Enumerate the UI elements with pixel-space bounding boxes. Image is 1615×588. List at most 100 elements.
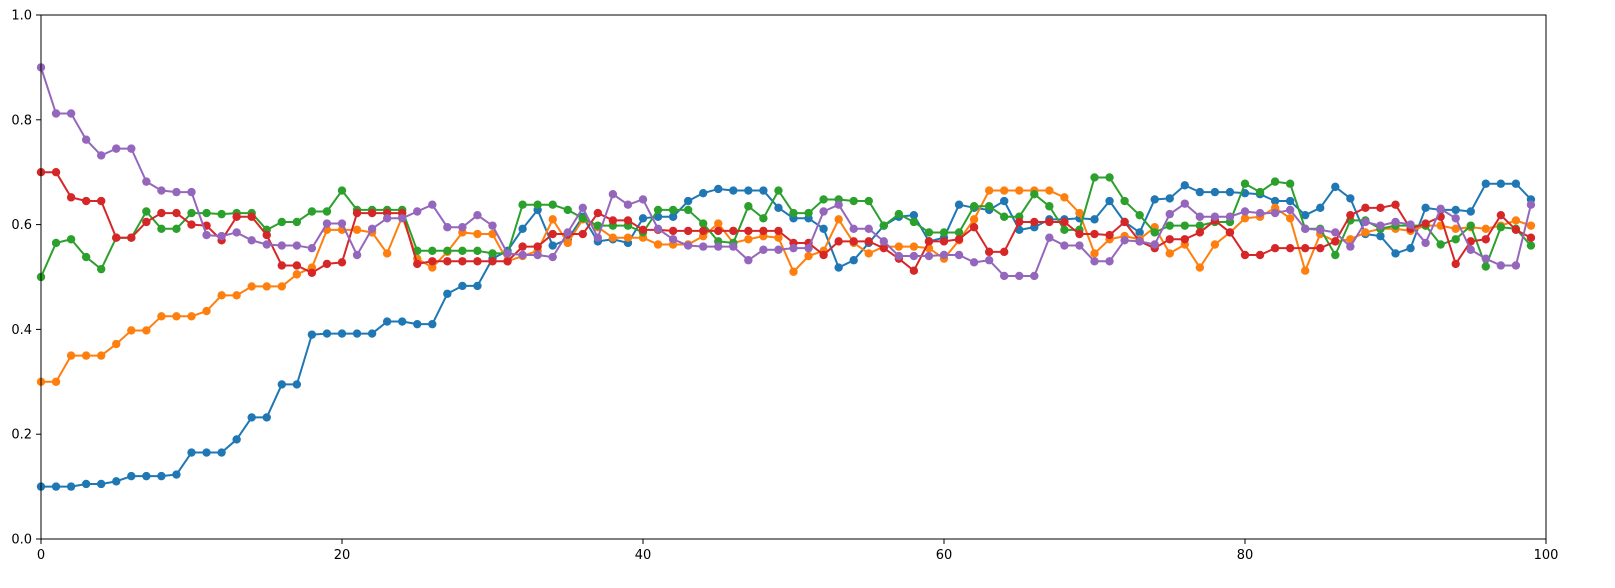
data-point bbox=[1511, 216, 1521, 225]
x-tick-label: 60 bbox=[936, 548, 953, 563]
data-point bbox=[1030, 217, 1039, 227]
data-point bbox=[1436, 204, 1445, 214]
data-point bbox=[548, 215, 557, 224]
data-point bbox=[563, 238, 572, 248]
data-point bbox=[1030, 190, 1039, 199]
data-point bbox=[1195, 228, 1205, 237]
y-tick-label: 1.0 bbox=[11, 9, 32, 24]
y-tick-label: 0.8 bbox=[11, 113, 32, 128]
data-point bbox=[112, 144, 121, 153]
data-point bbox=[683, 226, 693, 236]
data-point bbox=[292, 217, 302, 227]
x-tick-label: 0 bbox=[37, 548, 45, 563]
data-point bbox=[834, 200, 843, 209]
data-point bbox=[1361, 217, 1370, 227]
data-point bbox=[1526, 241, 1536, 250]
data-point bbox=[774, 245, 783, 254]
data-point bbox=[51, 482, 61, 491]
data-point bbox=[458, 246, 467, 255]
data-point bbox=[699, 226, 708, 236]
data-point bbox=[1331, 237, 1340, 246]
data-point bbox=[563, 228, 572, 237]
data-point bbox=[112, 233, 121, 242]
data-point bbox=[714, 226, 723, 236]
data-point bbox=[1511, 225, 1521, 235]
data-point bbox=[1421, 238, 1430, 248]
data-point bbox=[428, 319, 437, 329]
data-point bbox=[97, 479, 106, 489]
data-point bbox=[1526, 233, 1536, 242]
data-point bbox=[714, 184, 723, 194]
data-point bbox=[864, 249, 873, 258]
data-point bbox=[337, 329, 347, 338]
data-point bbox=[352, 329, 362, 338]
data-point bbox=[382, 317, 392, 326]
data-point bbox=[1496, 179, 1506, 188]
data-point bbox=[1285, 179, 1295, 188]
data-point bbox=[1301, 210, 1310, 220]
data-point bbox=[653, 240, 663, 249]
data-point bbox=[1421, 203, 1430, 213]
data-point bbox=[1105, 196, 1114, 206]
series-layer bbox=[36, 63, 1536, 491]
data-point bbox=[1285, 214, 1295, 223]
data-point bbox=[864, 224, 873, 233]
data-point bbox=[458, 257, 467, 266]
data-point bbox=[729, 242, 738, 251]
data-point bbox=[939, 250, 949, 260]
data-point bbox=[307, 330, 317, 339]
data-point bbox=[879, 243, 888, 253]
series-2-line bbox=[41, 189, 1532, 383]
data-point bbox=[352, 250, 362, 260]
data-point bbox=[849, 224, 858, 233]
data-point bbox=[247, 282, 256, 291]
data-point bbox=[488, 221, 497, 230]
data-point bbox=[187, 220, 196, 229]
data-point bbox=[51, 168, 61, 177]
data-point bbox=[578, 203, 587, 213]
data-point bbox=[984, 247, 994, 257]
data-point bbox=[1180, 221, 1190, 230]
x-tick-label: 80 bbox=[1237, 548, 1254, 563]
data-point bbox=[1511, 179, 1521, 188]
data-point bbox=[81, 252, 91, 262]
data-point bbox=[292, 261, 302, 270]
data-point bbox=[623, 216, 633, 225]
data-point bbox=[443, 257, 452, 266]
data-point bbox=[202, 230, 211, 240]
data-point bbox=[352, 225, 362, 235]
data-point bbox=[804, 208, 813, 218]
data-point bbox=[202, 448, 211, 457]
data-point bbox=[804, 251, 813, 261]
data-point bbox=[1301, 266, 1310, 275]
data-point bbox=[127, 326, 136, 335]
data-point bbox=[443, 246, 452, 255]
data-point bbox=[1090, 249, 1099, 258]
data-point bbox=[1015, 271, 1024, 281]
data-point bbox=[337, 186, 347, 195]
data-point bbox=[593, 221, 603, 230]
data-point bbox=[924, 251, 934, 261]
data-point bbox=[97, 351, 106, 360]
data-point bbox=[66, 193, 76, 202]
data-point bbox=[804, 243, 813, 253]
data-point bbox=[879, 221, 888, 230]
data-point bbox=[217, 291, 226, 300]
data-point bbox=[1090, 257, 1099, 266]
data-point bbox=[924, 228, 934, 237]
data-point bbox=[1285, 205, 1295, 215]
data-point bbox=[1526, 200, 1536, 209]
data-point bbox=[759, 226, 768, 236]
data-point bbox=[969, 202, 979, 211]
data-point bbox=[548, 200, 557, 209]
data-point bbox=[1240, 250, 1250, 260]
data-point bbox=[1331, 250, 1340, 260]
axes-frame bbox=[40, 14, 1547, 540]
data-point bbox=[382, 214, 392, 223]
data-point bbox=[367, 208, 377, 218]
data-point bbox=[1000, 247, 1009, 257]
data-point bbox=[1105, 257, 1114, 266]
data-point bbox=[97, 196, 106, 206]
data-point bbox=[909, 210, 919, 220]
data-point bbox=[322, 219, 332, 228]
